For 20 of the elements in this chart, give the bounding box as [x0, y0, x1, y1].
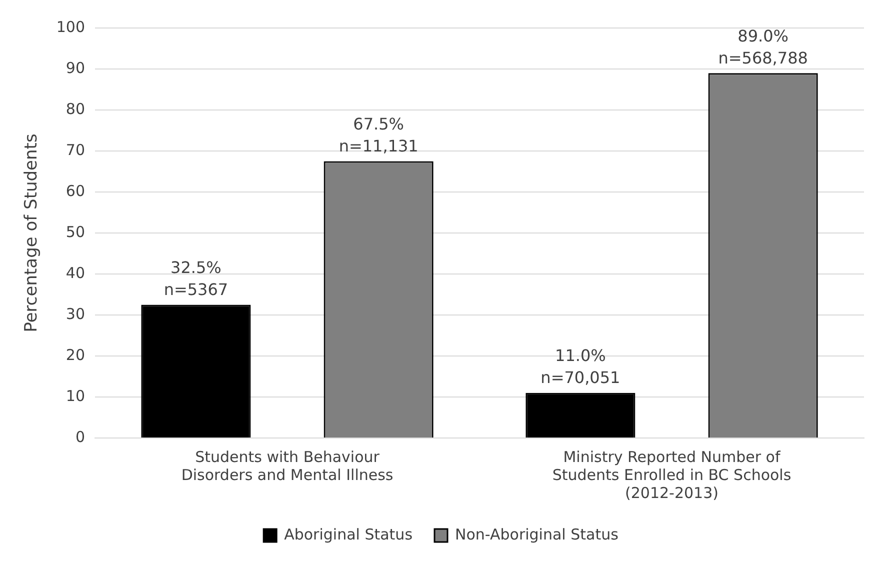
y-tick-label: 60 [66, 182, 86, 200]
y-tick-label: 0 [75, 428, 86, 446]
x-tick-label: Ministry Reported Number of Students Enrolled in BC Schools (2012-2013) [552, 448, 792, 502]
data-label: 32.5% n=5367 [164, 258, 228, 299]
y-tick-label: 50 [66, 222, 86, 241]
data-label: 89.0% n=568,788 [718, 26, 808, 68]
y-tick-label: 10 [66, 386, 86, 405]
y-tick-label: 90 [66, 58, 86, 77]
y-tick-label: 100 [56, 18, 86, 36]
x-tick-label: Students with Behaviour Disorders and Mental Illness [181, 448, 394, 484]
y-tick-label: 40 [66, 264, 86, 282]
y-tick-label: 30 [66, 304, 86, 323]
data-label: 67.5% n=11,131 [338, 114, 418, 156]
y-tick-label: 80 [66, 100, 86, 118]
y-tick-label: 20 [66, 346, 86, 364]
legend-label: Aboriginal Status [284, 525, 413, 544]
legend-label: Non-Aboriginal Status [455, 525, 619, 544]
y-axis-title: Percentage of Students [22, 134, 42, 332]
data-label: 11.0% n=70,051 [540, 346, 620, 388]
y-tick-label: 70 [66, 140, 86, 159]
